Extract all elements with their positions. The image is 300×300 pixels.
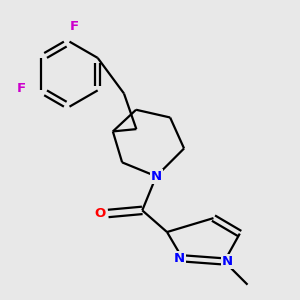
Text: N: N	[222, 255, 233, 268]
Text: N: N	[151, 170, 162, 183]
Text: F: F	[17, 82, 26, 95]
Text: N: N	[174, 252, 185, 265]
Text: F: F	[70, 20, 79, 33]
Text: O: O	[94, 207, 105, 220]
